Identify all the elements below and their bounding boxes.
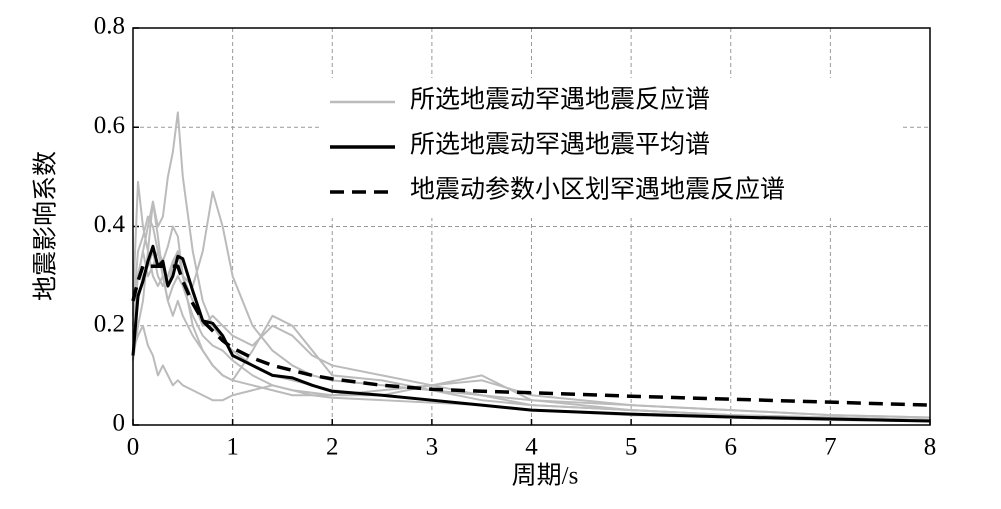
legend-label: 所选地震动罕遇地震反应谱 (410, 86, 710, 114)
x-tick-label: 0 (127, 434, 140, 461)
record-line (132, 324, 931, 419)
mean-line (131, 244, 931, 423)
x-tick-label: 7 (824, 434, 837, 461)
x-tick-label: 5 (625, 434, 638, 461)
x-tick-label: 4 (525, 434, 538, 461)
y-axis-label: 地震影响系数 (32, 151, 60, 301)
y-tick-label: 0.4 (94, 211, 126, 238)
record-line (132, 215, 931, 422)
x-tick-label: 6 (725, 434, 738, 461)
plot-frame (132, 27, 931, 426)
y-tick-label: 0.2 (94, 310, 125, 337)
x-tick-label: 2 (326, 434, 339, 461)
x-tick-label: 3 (426, 434, 439, 461)
legend-label: 地震动参数小区划罕遇地震反应谱 (410, 176, 785, 204)
y-tick-label: 0.6 (94, 112, 125, 139)
x-axis-label: 周期/s (512, 463, 579, 490)
y-tick-label: 0 (113, 410, 126, 437)
mean-line (131, 264, 931, 407)
y-tick-label: 0.8 (94, 13, 125, 40)
x-tick-label: 8 (924, 434, 937, 461)
record-line (132, 200, 931, 422)
x-tick-label: 1 (226, 434, 239, 461)
legend-box (320, 78, 900, 218)
legend-label: 所选地震动罕遇地震平均谱 (410, 131, 710, 159)
